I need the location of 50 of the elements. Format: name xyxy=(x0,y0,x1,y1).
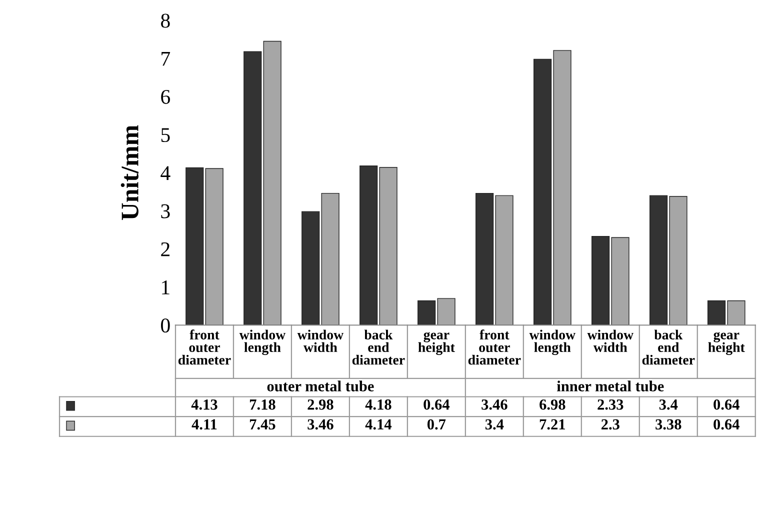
data-label: 3.4 xyxy=(485,419,504,430)
bar xyxy=(263,40,282,326)
text: inner metal tube xyxy=(556,380,664,392)
data-label: 4.14 xyxy=(365,419,392,430)
data-label: 3.38 xyxy=(656,419,682,430)
data-label: 4.13 xyxy=(191,399,218,410)
bar xyxy=(244,51,262,326)
data-label: 7.45 xyxy=(250,419,276,430)
data-label: 3.46 xyxy=(482,399,508,410)
data-label: 0.7 xyxy=(427,419,446,430)
data-label: 4.18 xyxy=(365,399,392,410)
bar xyxy=(379,167,398,326)
bar xyxy=(186,167,204,326)
x-tick-label: back end diameter xyxy=(352,330,405,365)
data-label: 0.64 xyxy=(714,419,740,430)
data-label: 7.21 xyxy=(540,419,565,430)
data-label: 7.18 xyxy=(250,399,276,410)
bar xyxy=(360,166,378,326)
y-axis-title: Unit/mm xyxy=(120,125,138,220)
bar xyxy=(321,192,340,326)
bar xyxy=(205,168,224,326)
y-tick-label: 7 xyxy=(162,52,170,66)
data-label: 3.4 xyxy=(659,399,678,410)
y-tick-label: 6 xyxy=(161,90,170,104)
y-tick-label: 3 xyxy=(161,204,170,218)
x-tick-label: window width xyxy=(587,330,634,352)
data-label: 2.3 xyxy=(601,419,620,430)
x-tick-label: window length xyxy=(239,330,286,355)
data-label: 2.98 xyxy=(308,399,334,410)
y-tick-label: 0 xyxy=(161,318,170,333)
y-tick-label: 4 xyxy=(160,166,170,180)
y-tick-label: 8 xyxy=(161,14,170,28)
x-tick-label: window width xyxy=(297,330,344,352)
data-label: 0.64 xyxy=(714,399,740,410)
data-label: 3.46 xyxy=(308,419,334,430)
y-tick-label: 1 xyxy=(162,280,170,294)
x-tick-label: front outer diameter xyxy=(178,330,231,365)
x-tick-label: front outer diameter xyxy=(468,330,521,365)
data-label: 4.11 xyxy=(192,419,217,430)
data-label: 2.33 xyxy=(598,399,624,410)
y-tick-label: 5 xyxy=(161,128,170,142)
bar xyxy=(302,211,320,326)
text: outer metal tube xyxy=(267,380,374,392)
x-tick-label: gear height xyxy=(418,332,455,355)
x-tick-label: gear height xyxy=(708,332,745,355)
y-tick-label: 2 xyxy=(161,242,170,256)
x-tick-label: window length xyxy=(529,330,576,355)
x-tick-label: back end diameter xyxy=(642,330,695,365)
data-label: 6.98 xyxy=(540,399,566,410)
data-label: 0.64 xyxy=(424,399,450,410)
